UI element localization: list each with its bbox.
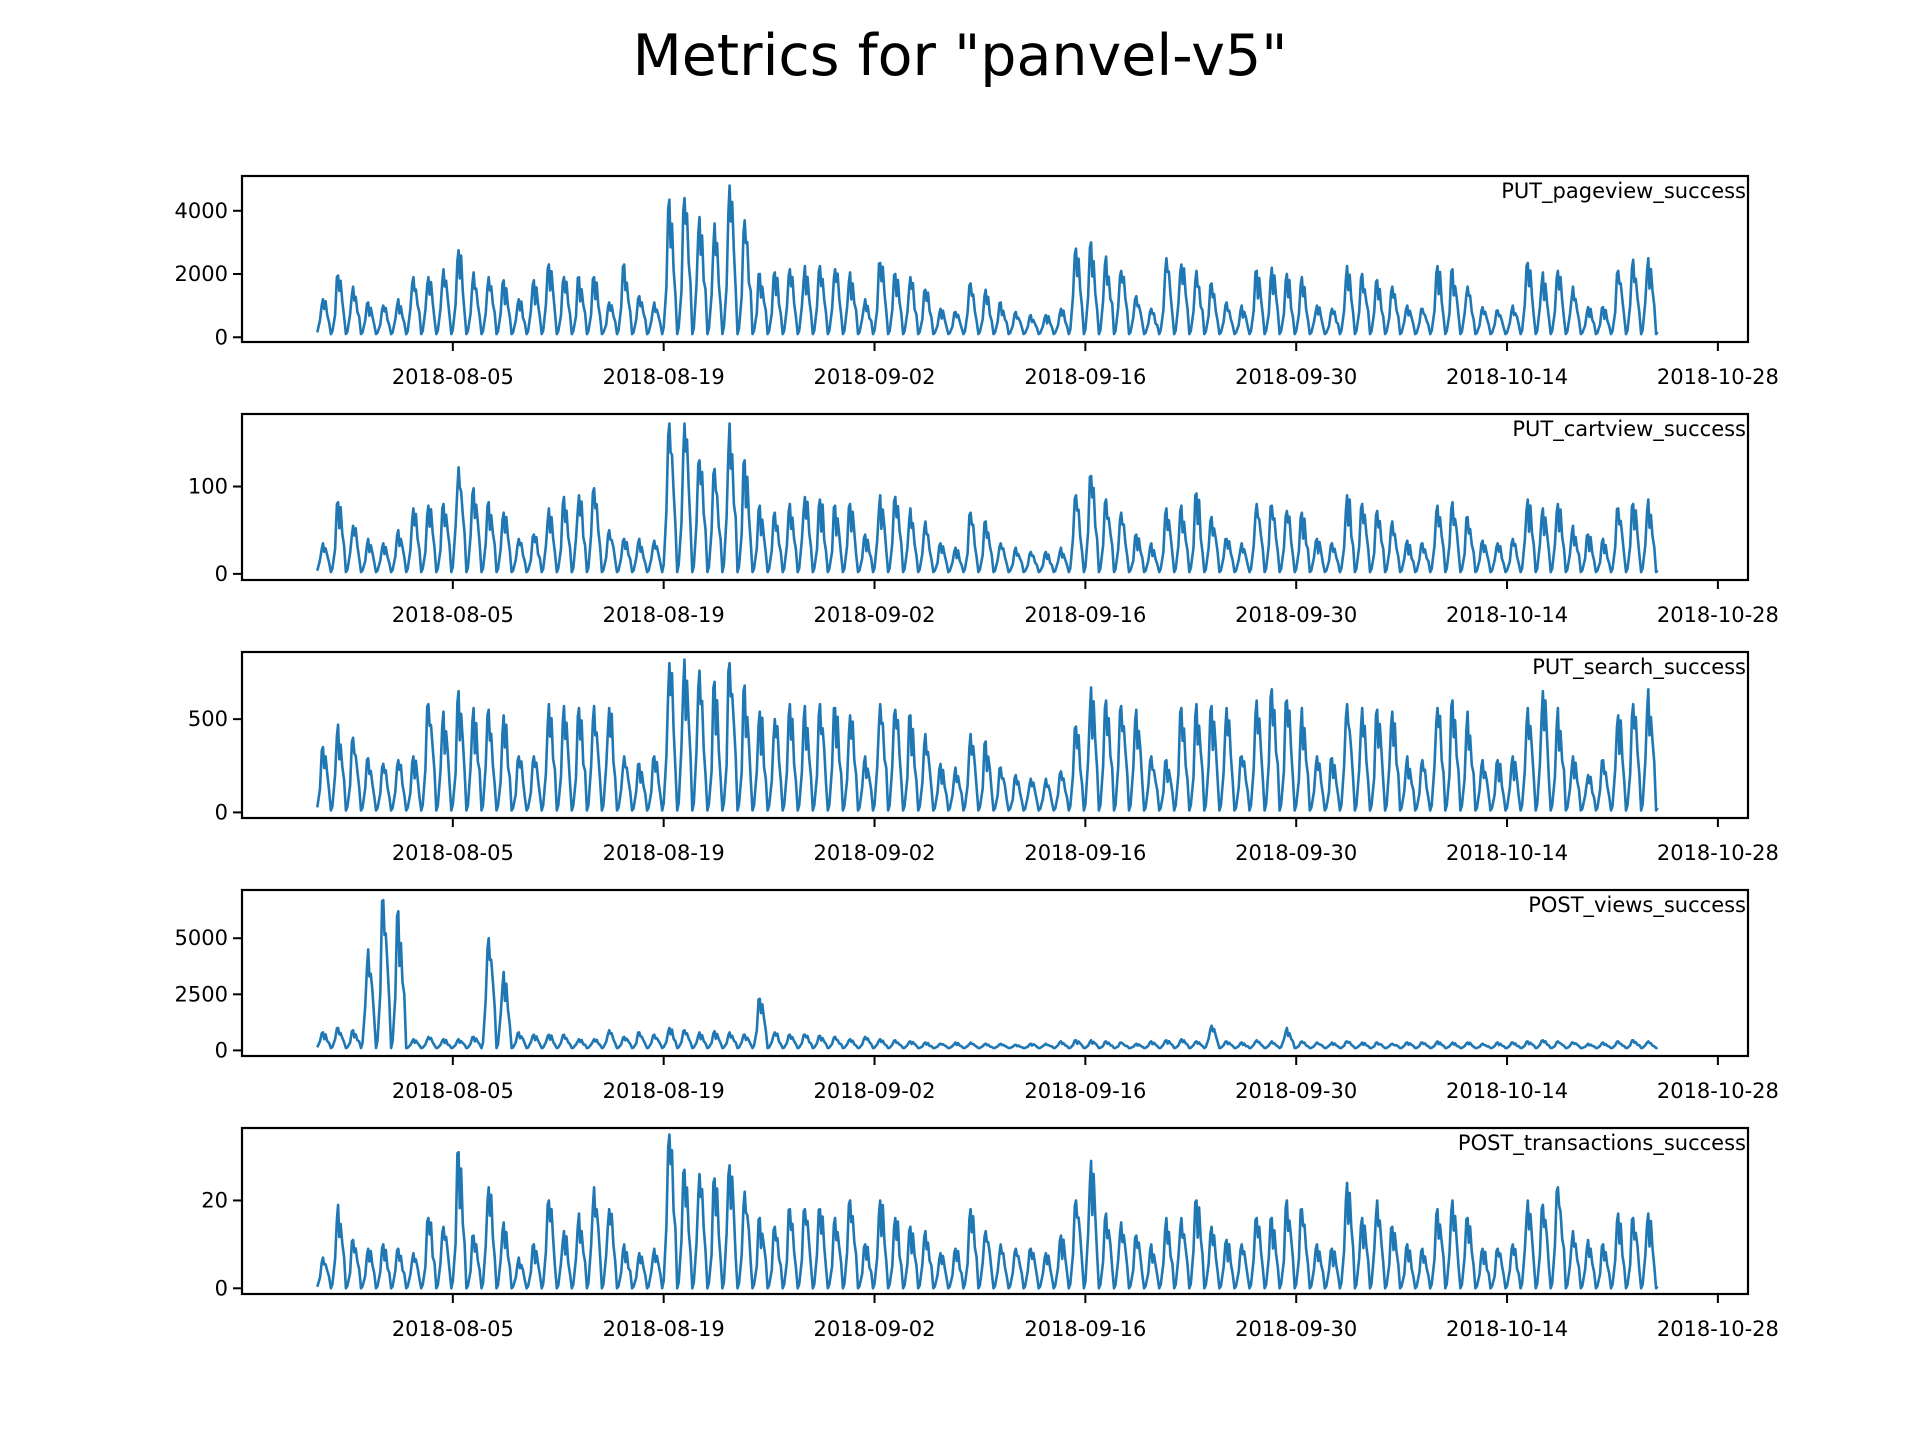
series-line-POST_views_success <box>316 898 1658 1050</box>
x-tick-label: 2018-10-14 <box>1446 841 1568 865</box>
x-tick-label: 2018-09-30 <box>1235 603 1357 627</box>
y-tick-label: 5000 <box>175 926 228 950</box>
x-tick-label: 2018-10-14 <box>1446 1317 1568 1341</box>
x-tick-label: 2018-08-05 <box>392 1317 514 1341</box>
series-label: POST_transactions_success <box>1458 1131 1746 1156</box>
y-tick-label: 2500 <box>175 982 228 1006</box>
x-tick-label: 2018-10-14 <box>1446 365 1568 389</box>
y-tick-label: 100 <box>188 475 228 499</box>
x-tick-label: 2018-08-05 <box>392 1079 514 1103</box>
series-label: PUT_search_success <box>1532 655 1746 680</box>
x-tick-label: 2018-10-28 <box>1657 841 1779 865</box>
x-tick-label: 2018-09-02 <box>813 1079 935 1103</box>
x-tick-label: 2018-08-05 <box>392 841 514 865</box>
x-tick-label: 2018-08-05 <box>392 603 514 627</box>
x-tick-label: 2018-08-19 <box>603 841 725 865</box>
x-tick-label: 2018-09-16 <box>1024 1079 1146 1103</box>
plot-frame <box>240 888 1750 1058</box>
x-tick-label: 2018-10-28 <box>1657 1317 1779 1341</box>
x-tick-label: 2018-09-30 <box>1235 1317 1357 1341</box>
x-tick-label: 2018-09-30 <box>1235 365 1357 389</box>
plot-frame <box>240 412 1750 582</box>
y-tick-label: 0 <box>215 1038 228 1062</box>
y-tick-label: 500 <box>188 707 228 731</box>
panel-PUT_pageview_success: 2018-08-05 2018-08-19 2018-09-02 2018-09-16… <box>175 174 1779 389</box>
y-tick-label: 0 <box>215 325 228 349</box>
y-tick-label: 20 <box>201 1188 228 1212</box>
panel-PUT_search_success: 2018-08-05 2018-08-19 2018-09-02 2018-09-16… <box>188 650 1779 865</box>
y-tick-label: 0 <box>215 1276 228 1300</box>
plot-frame <box>240 174 1750 344</box>
x-tick-label: 2018-09-02 <box>813 365 935 389</box>
series-line-PUT_search_success <box>316 658 1659 812</box>
x-tick-label: 2018-09-16 <box>1024 841 1146 865</box>
x-tick-label: 2018-10-28 <box>1657 365 1779 389</box>
x-tick-label: 2018-09-02 <box>813 1317 935 1341</box>
x-tick-label: 2018-09-16 <box>1024 365 1146 389</box>
y-tick-label: 0 <box>215 562 228 586</box>
x-tick-label: 2018-10-14 <box>1446 603 1568 627</box>
panel-POST_views_success: 2018-08-05 2018-08-19 2018-09-02 2018-09-16… <box>175 888 1779 1103</box>
x-tick-label: 2018-09-16 <box>1024 1317 1146 1341</box>
x-tick-label: 2018-09-30 <box>1235 841 1357 865</box>
series-label: POST_views_success <box>1528 893 1746 918</box>
x-tick-label: 2018-09-30 <box>1235 1079 1357 1103</box>
y-tick-label: 2000 <box>175 262 228 286</box>
x-tick-label: 2018-08-19 <box>603 603 725 627</box>
series-line-POST_transactions_success <box>316 1133 1659 1290</box>
x-tick-label: 2018-08-05 <box>392 365 514 389</box>
series-line-PUT_cartview_success <box>316 422 1659 574</box>
x-tick-label: 2018-09-02 <box>813 603 935 627</box>
y-tick-label: 4000 <box>175 199 228 223</box>
x-tick-label: 2018-08-19 <box>603 1317 725 1341</box>
panel-PUT_cartview_success: 2018-08-05 2018-08-19 2018-09-02 2018-09-16… <box>188 412 1779 627</box>
y-tick-label: 0 <box>215 800 228 824</box>
plot-frame <box>240 650 1750 820</box>
x-tick-label: 2018-10-14 <box>1446 1079 1568 1103</box>
series-line-PUT_pageview_success <box>316 184 1659 336</box>
x-tick-label: 2018-09-16 <box>1024 603 1146 627</box>
series-label: PUT_pageview_success <box>1501 179 1746 204</box>
x-tick-label: 2018-08-19 <box>603 1079 725 1103</box>
x-tick-label: 2018-10-28 <box>1657 1079 1779 1103</box>
panel-POST_transactions_success: 2018-08-05 2018-08-19 2018-09-02 2018-09-16… <box>201 1126 1779 1341</box>
x-tick-label: 2018-10-28 <box>1657 603 1779 627</box>
x-tick-label: 2018-08-19 <box>603 365 725 389</box>
figure-title: Metrics for "panvel-v5" <box>633 23 1288 89</box>
series-label: PUT_cartview_success <box>1512 417 1746 442</box>
panels-container: 2018-08-05 2018-08-19 2018-09-02 2018-09-16… <box>175 174 1779 1341</box>
x-tick-label: 2018-09-02 <box>813 841 935 865</box>
plot-frame <box>240 1126 1750 1296</box>
